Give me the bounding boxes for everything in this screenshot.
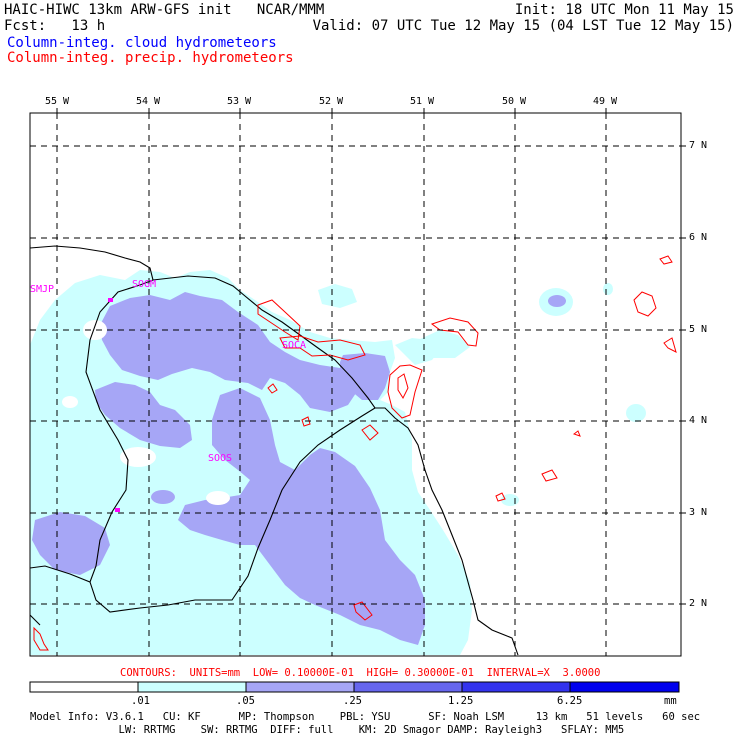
lat-label-7n: 7 N <box>689 140 708 151</box>
map-frame <box>29 112 682 657</box>
lat-label-2n: 2 N <box>689 598 708 609</box>
lat-label-3n: 3 N <box>689 507 708 518</box>
lat-label-4n: 4 N <box>689 415 708 426</box>
field-label-cloud: Column-integ. cloud hydrometeors <box>7 35 277 51</box>
station-label-smjp: SMJP <box>30 284 55 295</box>
station-label-soos: SOOS <box>208 453 233 464</box>
forecast-hour: Fcst: 13 h <box>4 18 106 34</box>
lat-label-6n: 6 N <box>689 232 708 243</box>
lon-label-55w: 55 W <box>45 96 70 107</box>
station-label-soca: SOCA <box>282 340 307 351</box>
lat-lon-grid <box>30 113 681 656</box>
colorbar-tick-01: .01 <box>131 695 150 707</box>
model-info-line1: Model Info: V3.6.1 CU: KF MP: Thompson P… <box>30 711 701 723</box>
station-markers <box>108 298 120 512</box>
colorbar-tick-25: .25 <box>343 695 362 707</box>
color-bar <box>29 681 680 693</box>
lon-label-53w: 53 W <box>227 96 252 107</box>
field-label-precip: Column-integ. precip. hydrometeors <box>7 50 294 66</box>
borders <box>30 279 376 626</box>
lon-label-50w: 50 W <box>502 96 527 107</box>
colorbar-tick-625: 6.25 <box>557 695 583 707</box>
station-label-sogm: SOGM <box>132 279 157 290</box>
lon-label-51w: 51 W <box>410 96 435 107</box>
coastline <box>30 245 519 656</box>
precip-contours <box>33 255 677 651</box>
contour-info: CONTOURS: UNITS=mm LOW= 0.10000E-01 HIGH… <box>120 667 601 679</box>
lon-label-52w: 52 W <box>319 96 344 107</box>
lon-label-49w: 49 W <box>593 96 618 107</box>
colorbar-unit: mm <box>664 695 677 707</box>
cloud-mid-field <box>32 292 566 645</box>
cloud-gaps <box>62 320 230 505</box>
colorbar-tick-05: .05 <box>236 695 255 707</box>
lat-label-5n: 5 N <box>689 324 708 335</box>
axis-ticks <box>56 108 686 605</box>
colorbar-tick-125: 1.25 <box>448 695 474 707</box>
lon-label-54w: 54 W <box>136 96 161 107</box>
valid-time: Valid: 07 UTC Tue 12 May 15 (04 LST Tue … <box>312 18 734 34</box>
model-title: HAIC-HIWC 13km ARW-GFS init NCAR/MMM <box>4 2 325 18</box>
model-info-line2: LW: RRTMG SW: RRTMG DIFF: full KM: 2D Sm… <box>30 724 625 736</box>
init-time: Init: 18 UTC Mon 11 May 15 <box>514 2 734 18</box>
